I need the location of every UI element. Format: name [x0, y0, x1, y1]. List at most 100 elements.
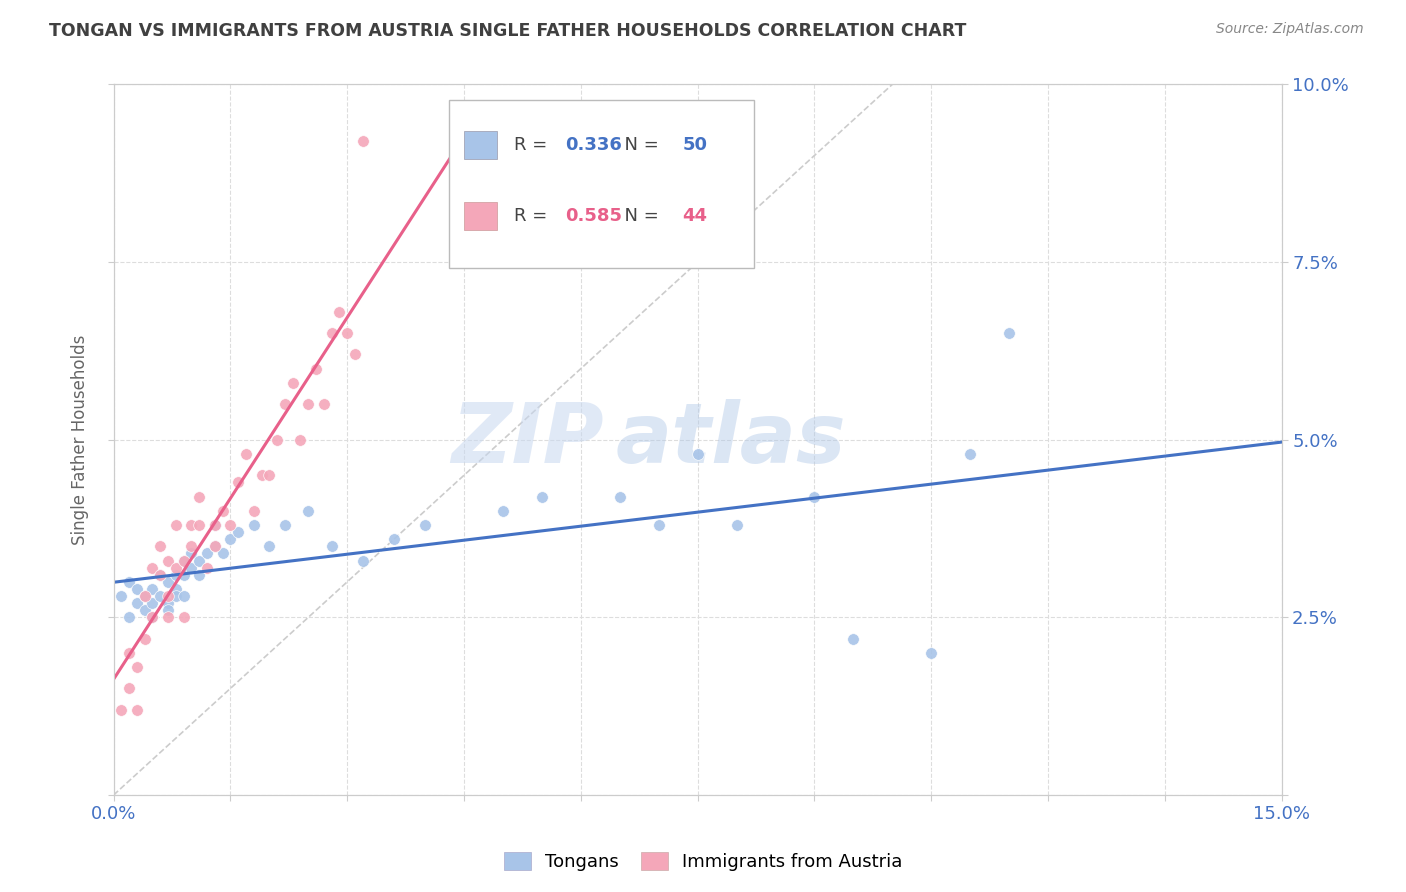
Point [998, 326, 1021, 340]
Point [920, 646, 942, 660]
Point [226, 475, 249, 490]
Point [149, 567, 172, 582]
FancyBboxPatch shape [449, 100, 754, 268]
Point [219, 518, 242, 533]
Point [609, 490, 631, 504]
Point [165, 589, 187, 603]
Y-axis label: Single Father Households: Single Father Households [72, 334, 89, 545]
Point [188, 518, 211, 533]
Point [195, 560, 218, 574]
Text: N =: N = [613, 136, 665, 153]
Point [134, 632, 156, 646]
Text: N =: N = [613, 207, 665, 225]
Point [165, 582, 187, 596]
Point [530, 490, 553, 504]
Point [274, 518, 297, 533]
Text: TONGAN VS IMMIGRANTS FROM AUSTRIA SINGLE FATHER HOUSEHOLDS CORRELATION CHART: TONGAN VS IMMIGRANTS FROM AUSTRIA SINGLE… [49, 22, 966, 40]
Point [305, 361, 328, 376]
Text: 0.585: 0.585 [565, 207, 623, 225]
Point [259, 468, 281, 483]
Point [188, 553, 211, 567]
Text: R =: R = [515, 136, 553, 153]
Point [134, 589, 156, 603]
Point [226, 525, 249, 540]
Point [173, 589, 195, 603]
Point [180, 546, 202, 560]
Point [141, 610, 163, 624]
Point [188, 490, 211, 504]
Point [242, 518, 264, 533]
Point [110, 703, 132, 717]
Point [274, 397, 297, 411]
Point [165, 518, 187, 533]
Point [343, 347, 366, 361]
Point [157, 574, 180, 589]
Point [141, 610, 163, 624]
Point [290, 433, 312, 447]
Point [204, 539, 226, 553]
Point [165, 560, 187, 574]
Point [118, 574, 141, 589]
Text: Source: ZipAtlas.com: Source: ZipAtlas.com [1216, 22, 1364, 37]
Point [180, 518, 202, 533]
Point [211, 546, 233, 560]
Point [125, 703, 148, 717]
Point [173, 553, 195, 567]
Point [173, 567, 195, 582]
Point [725, 518, 748, 533]
Text: ZIP: ZIP [451, 400, 605, 480]
Point [195, 546, 218, 560]
Point [259, 539, 281, 553]
Point [328, 305, 350, 319]
Text: 0.336: 0.336 [565, 136, 623, 153]
Legend: Tongans, Immigrants from Austria: Tongans, Immigrants from Austria [496, 845, 910, 879]
Point [157, 589, 180, 603]
Point [352, 553, 374, 567]
Point [110, 589, 132, 603]
Point [141, 560, 163, 574]
Point [352, 134, 374, 148]
Point [165, 567, 187, 582]
Point [125, 582, 148, 596]
Point [204, 518, 226, 533]
Point [157, 603, 180, 617]
Point [118, 610, 141, 624]
Point [173, 553, 195, 567]
FancyBboxPatch shape [464, 202, 496, 230]
Point [413, 518, 436, 533]
Point [803, 490, 825, 504]
Point [281, 376, 304, 390]
Point [141, 582, 163, 596]
Point [149, 589, 172, 603]
Point [336, 326, 359, 340]
Point [297, 504, 319, 518]
Point [118, 646, 141, 660]
Point [686, 447, 709, 461]
Point [492, 504, 515, 518]
Point [842, 632, 865, 646]
Point [647, 518, 669, 533]
Point [134, 603, 156, 617]
Text: 50: 50 [682, 136, 707, 153]
Text: 44: 44 [682, 207, 707, 225]
Point [297, 397, 319, 411]
Point [134, 589, 156, 603]
Point [235, 447, 257, 461]
Point [312, 397, 335, 411]
Point [149, 539, 172, 553]
Point [180, 560, 202, 574]
Point [321, 326, 343, 340]
Point [266, 433, 288, 447]
Point [250, 468, 273, 483]
Point [157, 610, 180, 624]
Text: atlas: atlas [616, 400, 846, 480]
Point [321, 539, 343, 553]
Point [959, 447, 981, 461]
Point [157, 553, 180, 567]
Point [125, 660, 148, 674]
Point [204, 539, 226, 553]
Point [149, 567, 172, 582]
Point [204, 518, 226, 533]
Point [118, 681, 141, 696]
Point [125, 596, 148, 610]
